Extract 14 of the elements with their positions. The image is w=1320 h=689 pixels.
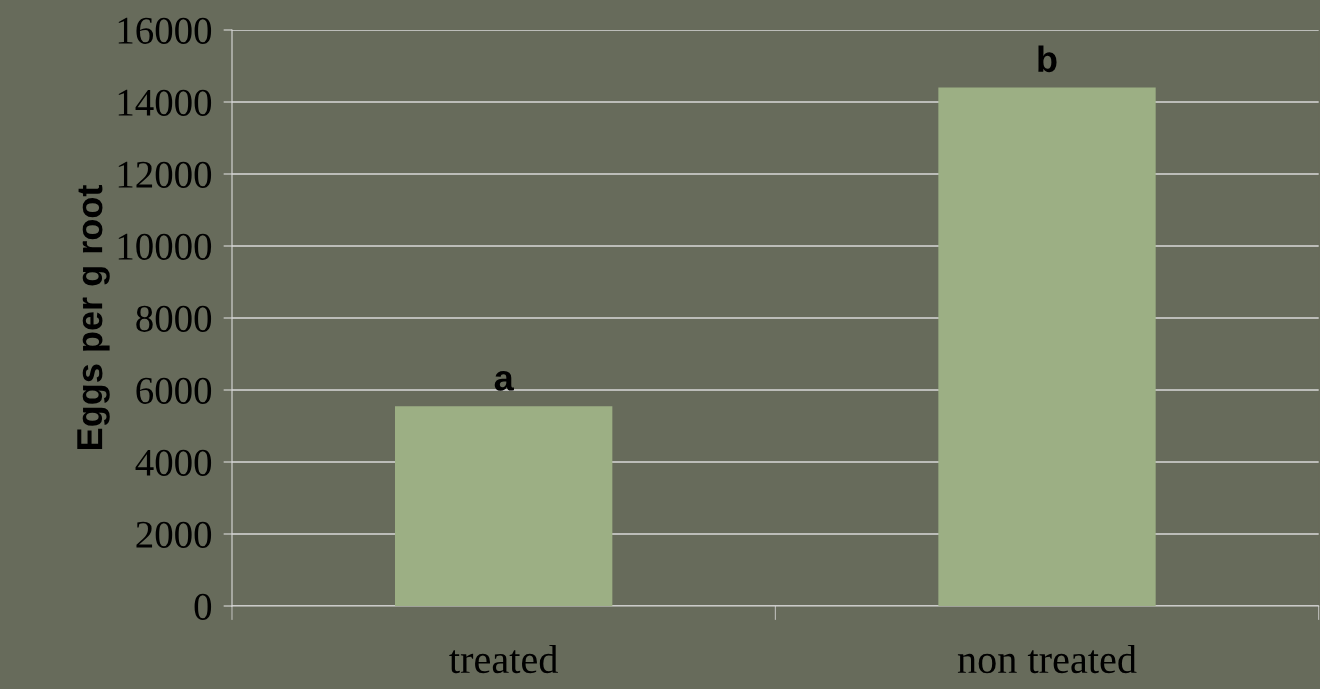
y-tick-label: 6000: [136, 377, 212, 404]
annotation: b: [1038, 45, 1057, 73]
y-axis-title: Eggs per g root: [77, 185, 110, 449]
y-tick-label: 2000: [136, 521, 212, 548]
y-tick-label: 16000: [118, 17, 212, 44]
y-tick-label: 12000: [118, 161, 212, 188]
x-tick-label: non treated: [957, 644, 1137, 674]
y-tick-label: 14000: [118, 89, 212, 116]
y-tick-label: 4000: [135, 449, 212, 476]
x-tick-label: treated: [449, 644, 558, 674]
y-tick-label: 0: [194, 593, 212, 620]
y-tick-label: 8000: [136, 305, 212, 332]
y-tick-label: 10000: [118, 233, 212, 260]
annotation: a: [494, 370, 514, 391]
